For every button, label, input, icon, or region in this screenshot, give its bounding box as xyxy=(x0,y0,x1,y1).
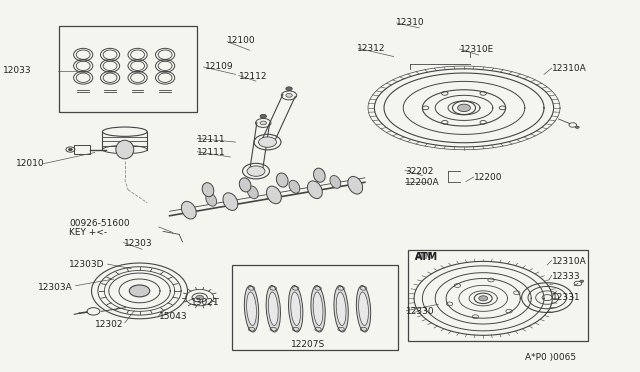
Ellipse shape xyxy=(336,292,346,326)
Bar xyxy=(59,26,197,112)
Ellipse shape xyxy=(356,286,371,332)
Text: 12312: 12312 xyxy=(357,44,386,53)
Text: 12310E: 12310E xyxy=(460,45,494,54)
Text: 13021: 13021 xyxy=(191,298,220,307)
Ellipse shape xyxy=(266,186,282,204)
Ellipse shape xyxy=(311,286,325,332)
Ellipse shape xyxy=(358,292,369,326)
Text: 12310: 12310 xyxy=(396,18,424,27)
Circle shape xyxy=(580,280,584,282)
Text: A*P0 )0065: A*P0 )0065 xyxy=(525,353,576,362)
Bar xyxy=(232,265,398,350)
Ellipse shape xyxy=(244,286,259,332)
Ellipse shape xyxy=(206,193,216,206)
Ellipse shape xyxy=(247,166,265,176)
Text: 12310A: 12310A xyxy=(552,257,586,266)
Text: 12303D: 12303D xyxy=(69,260,104,269)
Circle shape xyxy=(575,126,579,128)
Ellipse shape xyxy=(202,183,214,197)
Ellipse shape xyxy=(330,176,340,188)
Text: 15043: 15043 xyxy=(159,312,188,321)
Bar xyxy=(408,250,588,341)
Circle shape xyxy=(260,114,266,118)
Ellipse shape xyxy=(181,201,196,219)
Ellipse shape xyxy=(260,121,266,125)
Text: 12310A: 12310A xyxy=(552,64,586,73)
Text: 12333: 12333 xyxy=(552,272,580,280)
Text: 12100: 12100 xyxy=(227,36,256,45)
Ellipse shape xyxy=(276,173,288,187)
Ellipse shape xyxy=(266,286,280,332)
Circle shape xyxy=(129,285,150,297)
Ellipse shape xyxy=(239,178,251,192)
Ellipse shape xyxy=(313,292,323,326)
Bar xyxy=(74,145,90,154)
Circle shape xyxy=(458,104,470,112)
Text: 12330: 12330 xyxy=(406,307,435,316)
Ellipse shape xyxy=(348,176,363,194)
Ellipse shape xyxy=(259,137,276,147)
Text: 12303: 12303 xyxy=(124,239,152,248)
Text: 12112: 12112 xyxy=(239,72,268,81)
Text: 12109: 12109 xyxy=(205,62,234,71)
Text: 12111: 12111 xyxy=(197,148,226,157)
Circle shape xyxy=(286,87,292,90)
Circle shape xyxy=(479,296,488,301)
Ellipse shape xyxy=(223,193,238,211)
Text: 12302: 12302 xyxy=(95,320,124,329)
Text: 32202: 32202 xyxy=(405,167,433,176)
Text: 12033: 12033 xyxy=(3,66,32,75)
Ellipse shape xyxy=(116,140,134,159)
Circle shape xyxy=(196,295,204,300)
Ellipse shape xyxy=(248,186,258,199)
Ellipse shape xyxy=(268,292,278,326)
Ellipse shape xyxy=(289,180,300,193)
Text: 12111: 12111 xyxy=(197,135,226,144)
Text: 12200A: 12200A xyxy=(405,178,440,187)
Text: ATM: ATM xyxy=(415,252,438,262)
Text: KEY +<-: KEY +<- xyxy=(69,228,108,237)
Text: 12331: 12331 xyxy=(552,293,580,302)
Ellipse shape xyxy=(291,292,301,326)
Text: 00926-51600: 00926-51600 xyxy=(69,219,130,228)
Text: 12010: 12010 xyxy=(16,159,45,168)
Text: 12200: 12200 xyxy=(474,173,502,182)
Ellipse shape xyxy=(286,93,292,97)
Ellipse shape xyxy=(307,181,323,199)
Text: 12207S: 12207S xyxy=(291,340,326,349)
Text: ATM: ATM xyxy=(415,252,433,261)
Ellipse shape xyxy=(314,168,325,182)
Text: 12303A: 12303A xyxy=(38,283,73,292)
Ellipse shape xyxy=(289,286,303,332)
Ellipse shape xyxy=(246,292,257,326)
Ellipse shape xyxy=(334,286,348,332)
Circle shape xyxy=(68,148,72,151)
